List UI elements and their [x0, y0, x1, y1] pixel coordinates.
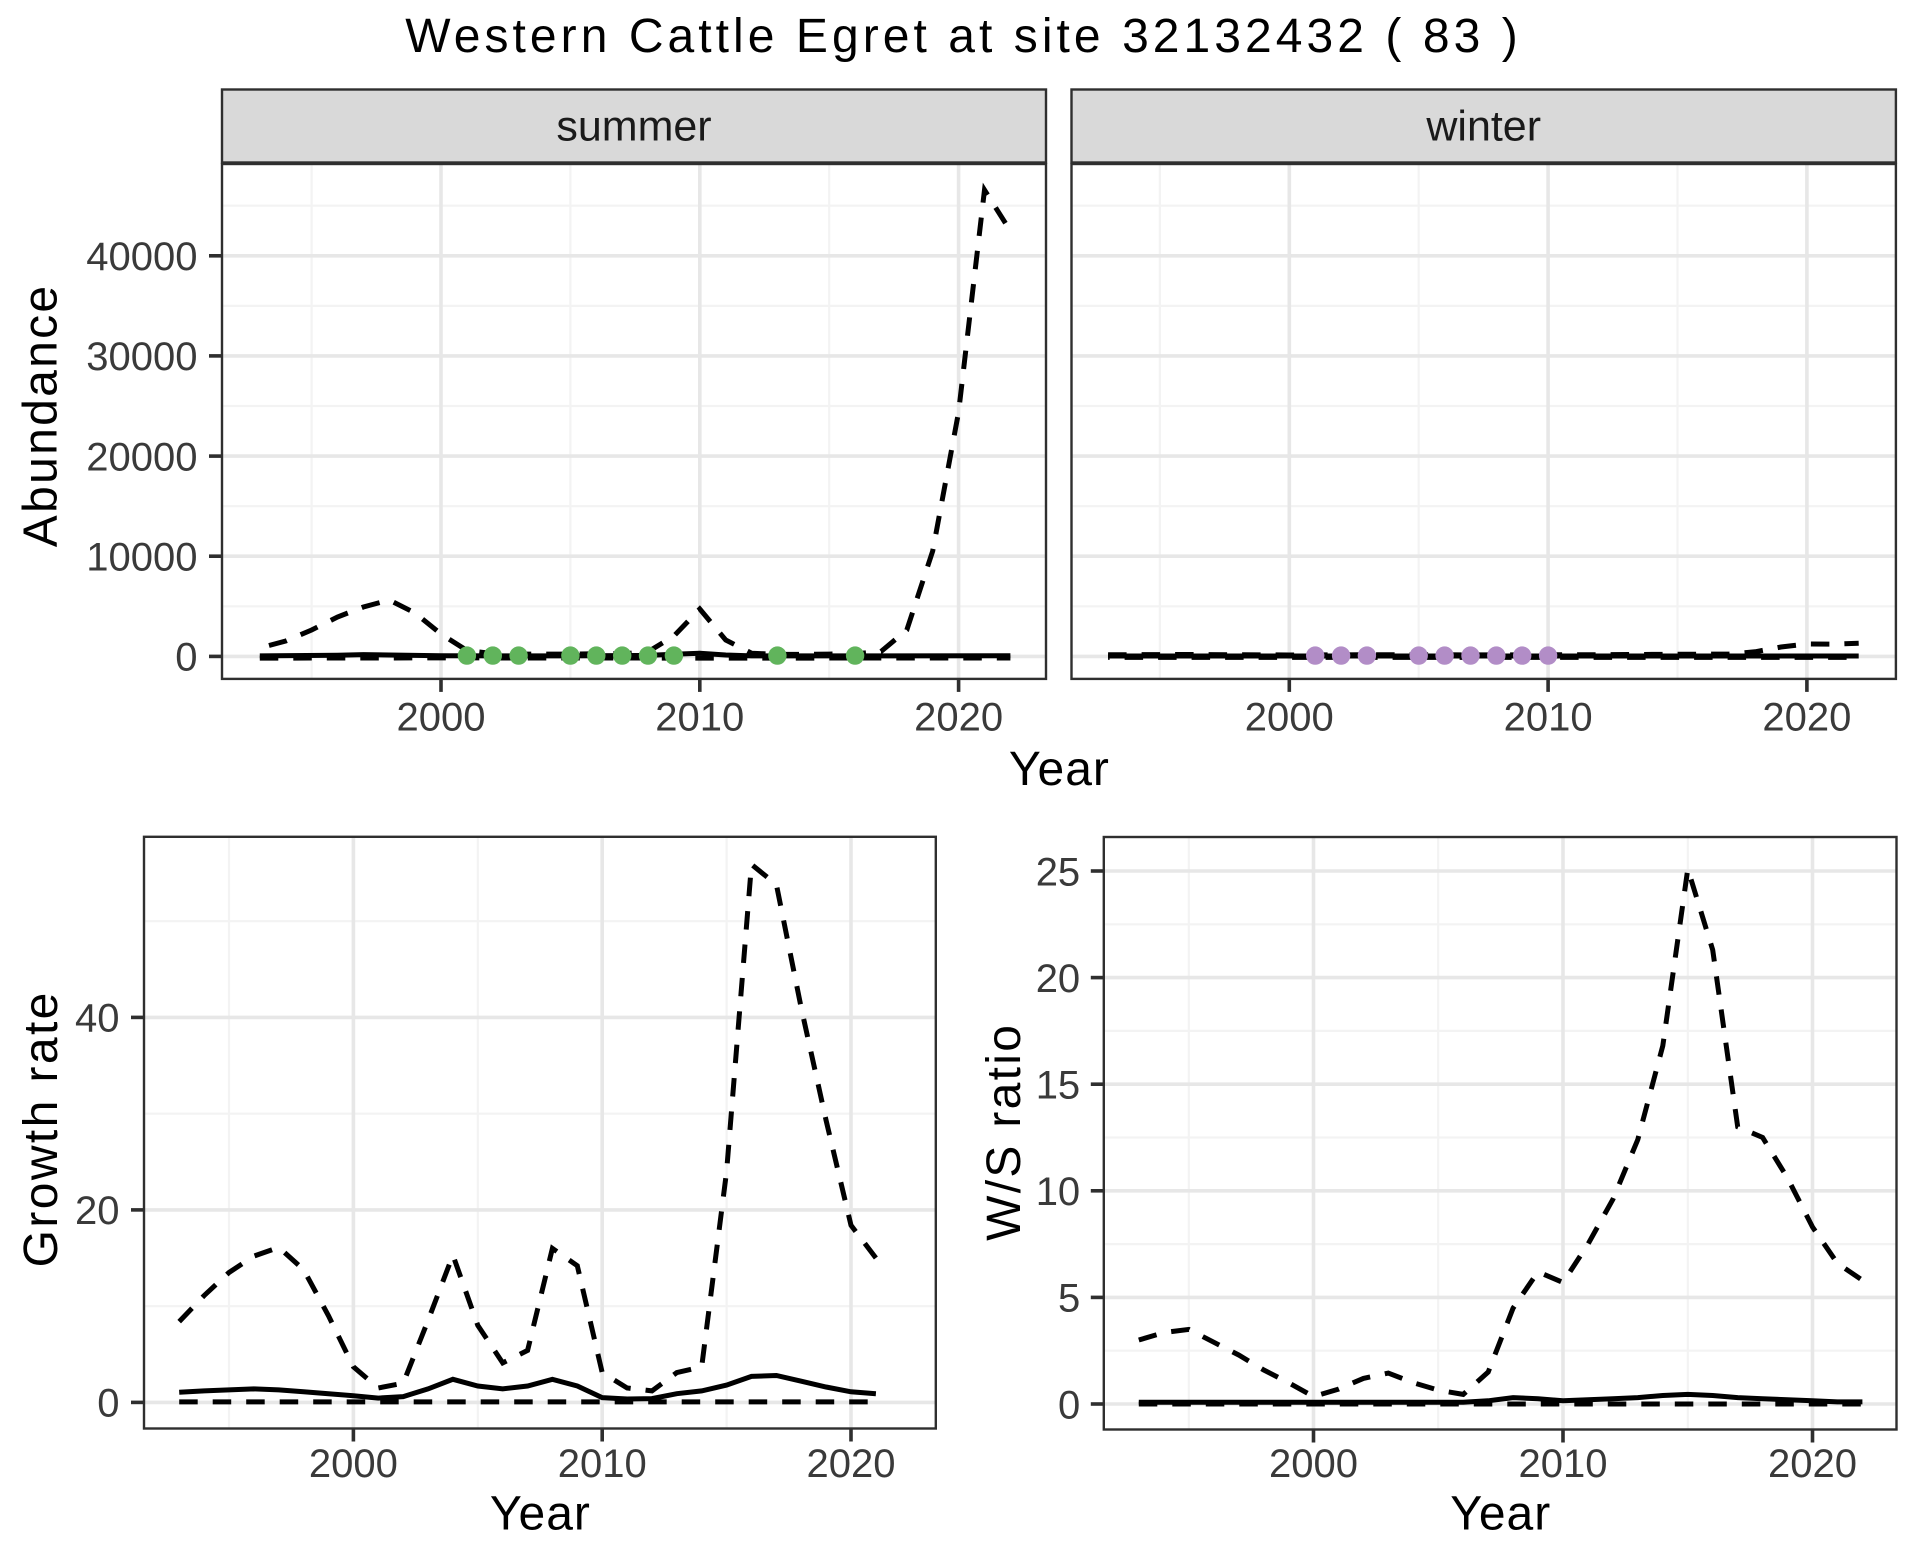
svg-text:10: 10 — [1036, 1170, 1081, 1214]
svg-text:0: 0 — [97, 1382, 119, 1426]
svg-text:20: 20 — [1036, 957, 1081, 1001]
svg-text:30000: 30000 — [86, 335, 197, 379]
svg-text:2000: 2000 — [1269, 1442, 1358, 1486]
svg-text:40: 40 — [75, 997, 120, 1041]
svg-text:Western Cattle Egret at site 3: Western Cattle Egret at site 32132432 ( … — [405, 10, 1522, 63]
svg-text:Year: Year — [490, 1488, 591, 1541]
svg-text:2010: 2010 — [655, 695, 744, 739]
svg-text:15: 15 — [1036, 1064, 1081, 1108]
svg-text:Abundance: Abundance — [14, 284, 67, 548]
svg-text:2010: 2010 — [1504, 695, 1593, 739]
svg-text:2020: 2020 — [807, 1442, 896, 1486]
svg-text:20000: 20000 — [86, 435, 197, 479]
svg-text:winter: winter — [1425, 103, 1541, 151]
svg-text:2020: 2020 — [1768, 1442, 1857, 1486]
svg-text:2000: 2000 — [397, 695, 486, 739]
svg-text:10000: 10000 — [86, 536, 197, 580]
svg-text:2000: 2000 — [1245, 695, 1334, 739]
svg-text:2020: 2020 — [1762, 695, 1851, 739]
svg-text:20: 20 — [75, 1189, 120, 1233]
svg-text:summer: summer — [556, 103, 711, 151]
svg-text:5: 5 — [1058, 1277, 1080, 1321]
svg-text:40000: 40000 — [86, 235, 197, 279]
svg-text:Year: Year — [1009, 743, 1110, 796]
svg-text:2010: 2010 — [1519, 1442, 1608, 1486]
svg-text:0: 0 — [1058, 1383, 1080, 1427]
svg-text:25: 25 — [1036, 850, 1081, 894]
svg-text:2020: 2020 — [914, 695, 1003, 739]
svg-text:2000: 2000 — [309, 1442, 398, 1486]
svg-text:Growth rate: Growth rate — [15, 990, 68, 1267]
svg-text:2010: 2010 — [558, 1442, 647, 1486]
svg-text:W/S ratio: W/S ratio — [978, 1023, 1031, 1241]
svg-text:Year: Year — [1450, 1488, 1551, 1541]
svg-text:0: 0 — [175, 636, 197, 680]
